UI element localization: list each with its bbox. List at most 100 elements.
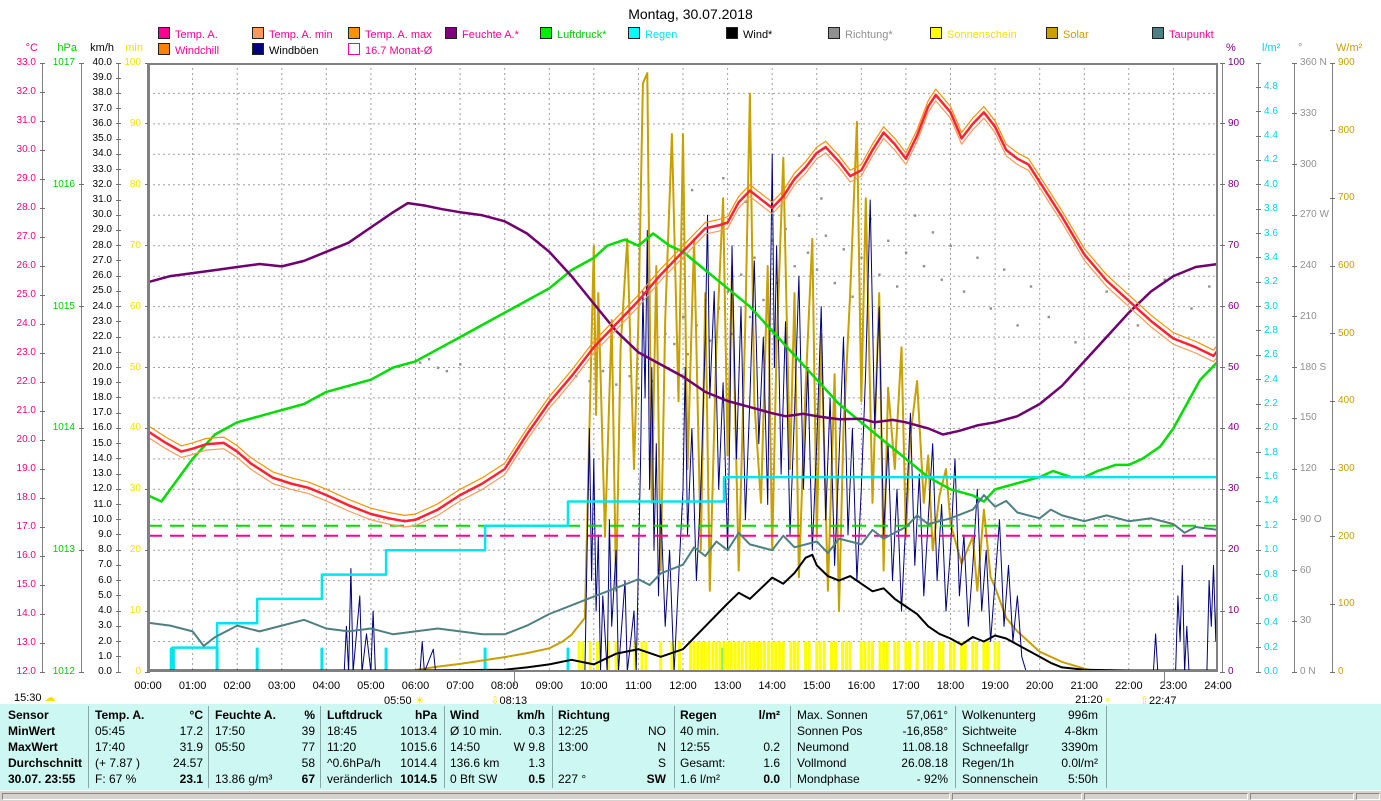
axis-tick-wind-kmh <box>116 321 121 323</box>
axis-label-rain-lm2: 2.2 <box>1264 398 1278 410</box>
table-column-divider <box>208 706 209 788</box>
axis-tick-pressure-hpa <box>79 184 84 186</box>
axis-label-wind-kmh: 35.0 <box>92 133 112 145</box>
legend-label: Temp. A. <box>175 29 218 41</box>
axis-tick-rain-lm2 <box>1256 500 1261 502</box>
axis-label-wind-kmh: 14.0 <box>92 452 112 464</box>
table-cell-label: F: 67 % <box>95 772 137 786</box>
legend-label: Sonnenschein <box>947 29 1017 41</box>
table-cell-value: 0.0 <box>763 772 780 786</box>
axis-tick-rain-lm2 <box>1256 330 1261 332</box>
legend-item-taupunkt: Taupunkt <box>1152 27 1214 41</box>
axis-label-sunshine-min: 80 <box>129 178 141 190</box>
axis-tick-wind-kmh <box>116 519 121 521</box>
series-windboeen <box>148 153 1218 672</box>
table-cell-value: 77 <box>301 740 315 754</box>
axis-tick-rain-lm2 <box>1256 281 1261 283</box>
axis-tick-temp-c <box>40 265 45 267</box>
axis-line-pressure-hpa <box>81 63 82 672</box>
axis-label-wind-kmh: 28.0 <box>92 239 112 251</box>
x-axis-hour-label: 15:00 <box>802 680 831 692</box>
axis-tick-direction-deg <box>1292 113 1297 115</box>
axis-tick-direction-deg <box>1292 620 1297 622</box>
axis-tick-temp-c <box>40 584 45 586</box>
axis-label-rain-lm2: 0.2 <box>1264 641 1278 653</box>
table-cell-value: 0.2 <box>763 740 780 754</box>
axis-label-wind-kmh: 23.0 <box>92 315 112 327</box>
axis-tick-rain-lm2 <box>1256 549 1261 551</box>
axis-tick-wind-kmh <box>116 473 121 475</box>
sunrise-sun-icon: ☀ <box>414 695 425 707</box>
axis-label-temp-c: 16.0 <box>16 550 36 561</box>
legend-label: Taupunkt <box>1169 29 1214 41</box>
table-cell-value: 0.5 <box>528 772 545 786</box>
table-col-header: Wind <box>450 708 480 722</box>
axis-tick-temp-c <box>40 352 45 354</box>
page-title: Montag, 30.07.2018 <box>628 6 753 22</box>
axis-tick-rain-lm2 <box>1256 354 1261 356</box>
axis-tick-humidity-pct <box>1220 427 1225 429</box>
table-astro-label: Sonnen Pos <box>797 724 863 738</box>
axes-layer: °C 33.0 32.0 31.0 30.0 29.0 28.0 27.0 26.0 25.0 24… <box>16 42 1363 677</box>
axis-label-humidity-pct: 0 <box>1228 666 1234 677</box>
x-axis-marker-tick <box>1163 672 1165 686</box>
x-axis-hour-label: 02:00 <box>223 680 251 692</box>
axis-tick-temp-c <box>40 526 45 528</box>
axis-tick-wind-kmh <box>116 275 121 277</box>
axis-label-temp-c: 21.0 <box>16 405 36 416</box>
legend-item-regen: Regen <box>628 27 677 41</box>
axis-label-wind-kmh: 10.0 <box>92 513 112 525</box>
axis-label-pressure-hpa: 1016 <box>52 178 75 190</box>
legend-swatch-icon <box>930 27 942 39</box>
axis-label-wind-kmh: 8.0 <box>98 544 112 556</box>
axis-label-rain-lm2: 4.8 <box>1264 81 1278 93</box>
axis-label-temp-c: 17.0 <box>16 521 36 532</box>
table-cell-value: SW <box>646 772 666 786</box>
axis-tick-pressure-hpa <box>79 671 84 673</box>
axis-tick-wind-kmh <box>116 610 121 612</box>
axis-unit-wind-kmh: km/h <box>90 42 114 54</box>
axis-tick-sunshine-min <box>145 427 150 429</box>
axis-unit-humidity-pct: % <box>1226 42 1236 54</box>
axis-label-temp-c: 27.0 <box>16 231 36 242</box>
axis-label-rain-lm2: 0.0 <box>1264 666 1278 677</box>
axis-label-direction-deg: 270 W <box>1300 209 1329 221</box>
axis-label-pressure-hpa: 1012 <box>52 666 75 677</box>
legend-swatch-icon <box>628 27 640 39</box>
legend-swatch-icon <box>540 27 552 39</box>
axis-label-sunshine-min: 70 <box>129 239 141 251</box>
x-axis-hour-label: 04:00 <box>312 680 341 692</box>
axis-tick-solar-wm2 <box>1330 400 1335 402</box>
x-axis-hour-label: 01:00 <box>178 680 207 692</box>
table-column-divider <box>320 706 321 788</box>
legend-item-luftdruck-: Luftdruck* <box>540 27 607 41</box>
legend-label: Luftdruck* <box>557 29 607 41</box>
axis-tick-direction-deg <box>1292 367 1297 368</box>
table-cell-label: 11:20 <box>327 740 357 754</box>
marker-time: 21:20 <box>1075 694 1103 706</box>
axis-tick-solar-wm2 <box>1330 671 1335 673</box>
table-conditions-label: Wolkenunterg <box>962 708 1036 722</box>
axis-label-direction-deg: 120 <box>1300 463 1317 474</box>
legend-swatch-icon <box>252 27 264 39</box>
table-cell-label: 12:55 <box>680 740 711 754</box>
table-col-header: Temp. A. <box>95 708 145 722</box>
axis-tick-humidity-pct <box>1220 62 1225 64</box>
axis-tick-rain-lm2 <box>1256 159 1261 161</box>
axis-label-wind-kmh: 6.0 <box>98 574 112 586</box>
table-astro-value: 26.08.18 <box>901 756 948 770</box>
axis-label-rain-lm2: 0.4 <box>1264 617 1278 629</box>
axis-tick-direction-deg <box>1292 164 1297 165</box>
status-bar <box>0 790 1381 801</box>
axis-tick-rain-lm2 <box>1256 403 1261 405</box>
axis-tick-sunshine-min <box>145 549 150 551</box>
axis-label-wind-kmh: 15.0 <box>92 437 112 449</box>
axis-label-rain-lm2: 1.8 <box>1264 446 1278 458</box>
series-sonnenschein <box>577 641 1001 672</box>
axis-tick-temp-c <box>40 613 45 615</box>
axis-label-temp-c: 30.0 <box>16 144 36 155</box>
table-cell-value: S <box>657 756 666 770</box>
axis-tick-rain-lm2 <box>1256 476 1261 478</box>
axis-tick-solar-wm2 <box>1330 62 1335 64</box>
axis-tick-wind-kmh <box>116 351 121 353</box>
